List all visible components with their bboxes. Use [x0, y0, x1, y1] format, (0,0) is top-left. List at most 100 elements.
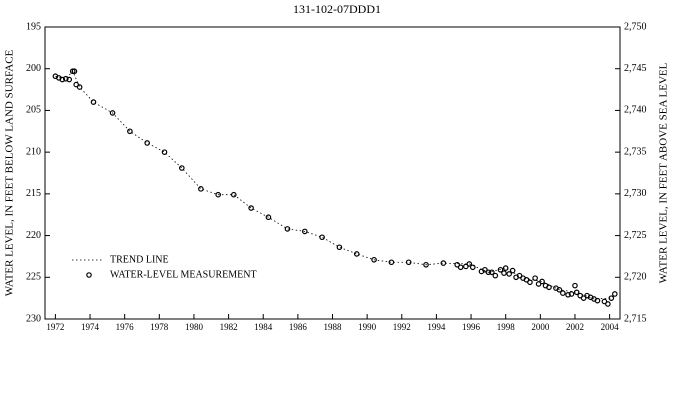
measurement-point: [601, 298, 608, 305]
x-tick-label: 1974: [81, 322, 100, 332]
measurement-point: [565, 292, 571, 298]
x-tick-label: 1992: [393, 322, 411, 332]
measurement-point: [469, 264, 476, 271]
measurement-point: [440, 260, 447, 266]
measurement-point: [66, 76, 73, 83]
measurement-point: [523, 276, 530, 283]
measurement-point: [109, 110, 116, 116]
measurement-point: [497, 266, 504, 273]
measurement-point: [485, 269, 492, 276]
measurement-point: [608, 295, 615, 301]
measurement-point: [73, 81, 79, 88]
measurement-point: [62, 75, 69, 82]
x-tick-label: 1998: [497, 322, 516, 332]
x-tick-label: 1972: [46, 322, 64, 332]
x-tick-label: 1994: [427, 322, 446, 332]
measurement-point: [59, 76, 66, 83]
measurement-point: [230, 191, 237, 198]
measurement-point: [572, 282, 578, 289]
measurement-point: [568, 291, 575, 297]
measurement-point: [489, 269, 495, 276]
y-tick-label: 210: [26, 146, 41, 157]
measurement-point: [76, 84, 83, 90]
y2-tick-label: 2,720: [624, 272, 647, 283]
y-tick-label: 230: [26, 313, 41, 324]
x-tick-label: 1996: [462, 322, 481, 332]
y-tick-label: 205: [26, 105, 41, 116]
y2-tick-label: 2,745: [624, 63, 647, 74]
y-tick-label: 220: [26, 230, 41, 241]
measurement-point: [527, 279, 533, 286]
measurement-point: [577, 292, 583, 299]
measurement-point: [353, 251, 360, 257]
y2-tick-label: 2,750: [624, 21, 647, 32]
measurement-point: [506, 271, 512, 277]
measurement-point: [502, 265, 509, 271]
measurement-point: [388, 259, 395, 266]
y2-tick-label: 2,715: [624, 313, 647, 324]
measurement-point: [405, 259, 412, 266]
x-tick-label: 1988: [324, 322, 343, 332]
y-tick-label: 195: [26, 21, 41, 32]
measurement-point: [594, 297, 601, 304]
measurement-point: [198, 186, 204, 192]
x-tick-label: 1976: [116, 322, 135, 332]
measurement-point: [546, 284, 552, 291]
measurement-point: [573, 289, 580, 296]
measurement-point: [319, 234, 325, 241]
y-axis-label: WATER LEVEL, IN FEET BELOW LAND SURFACE: [4, 49, 16, 296]
measurement-point: [457, 264, 464, 271]
measurement-point: [127, 128, 133, 135]
measurement-point: [71, 68, 78, 75]
measurement-point: [463, 263, 469, 270]
measurement-point: [265, 214, 272, 221]
legend-label: TREND LINE: [110, 254, 169, 265]
measurement-point: [532, 275, 538, 281]
measurement-point: [535, 281, 542, 287]
y-tick-label: 200: [26, 63, 41, 74]
y2-tick-label: 2,730: [624, 188, 647, 199]
trend-line: [55, 70, 616, 300]
y-tick-label: 225: [26, 272, 41, 283]
x-tick-label: 1990: [358, 322, 377, 332]
legend-swatch: [86, 272, 92, 278]
measurement-point: [423, 261, 429, 268]
x-tick-label: 1984: [254, 322, 273, 332]
y-tick-label: 215: [26, 188, 41, 199]
measurement-point: [144, 140, 150, 146]
chart-title: 131-102-07DDD1: [293, 2, 381, 16]
measurement-point: [482, 266, 488, 273]
x-tick-label: 2000: [531, 322, 550, 332]
measurement-point: [336, 244, 343, 251]
measurement-point: [539, 278, 545, 285]
measurement-point: [454, 261, 460, 268]
measurement-point: [605, 301, 611, 307]
measurement-point: [90, 99, 97, 105]
measurement-point: [509, 267, 516, 274]
x-tick-label: 1980: [185, 322, 204, 332]
measurement-point: [501, 270, 507, 276]
measurement-point: [516, 272, 523, 279]
measurement-point: [179, 165, 185, 171]
x-tick-label: 1982: [220, 322, 238, 332]
measurement-point: [466, 261, 473, 267]
y2-tick-label: 2,740: [624, 105, 647, 116]
x-tick-label: 1986: [289, 322, 308, 332]
x-tick-label: 1978: [150, 322, 169, 332]
measurement-point: [612, 291, 618, 297]
measurement-point: [492, 272, 499, 279]
measurement-point: [580, 295, 587, 301]
measurement-point: [560, 290, 566, 296]
measurement-point: [556, 286, 563, 293]
measurement-point: [284, 226, 291, 232]
y2-tick-label: 2,725: [624, 230, 647, 241]
x-tick-label: 2002: [566, 322, 584, 332]
y2-tick-label: 2,735: [624, 146, 647, 157]
measurement-point: [248, 205, 254, 211]
measurement-point: [371, 256, 377, 263]
x-tick-label: 2004: [601, 322, 620, 332]
measurement-point: [301, 228, 308, 235]
y2-axis-label: WATER LEVEL, IN FEET ABOVE SEA LEVEL: [658, 62, 670, 283]
measurement-point: [161, 149, 168, 155]
